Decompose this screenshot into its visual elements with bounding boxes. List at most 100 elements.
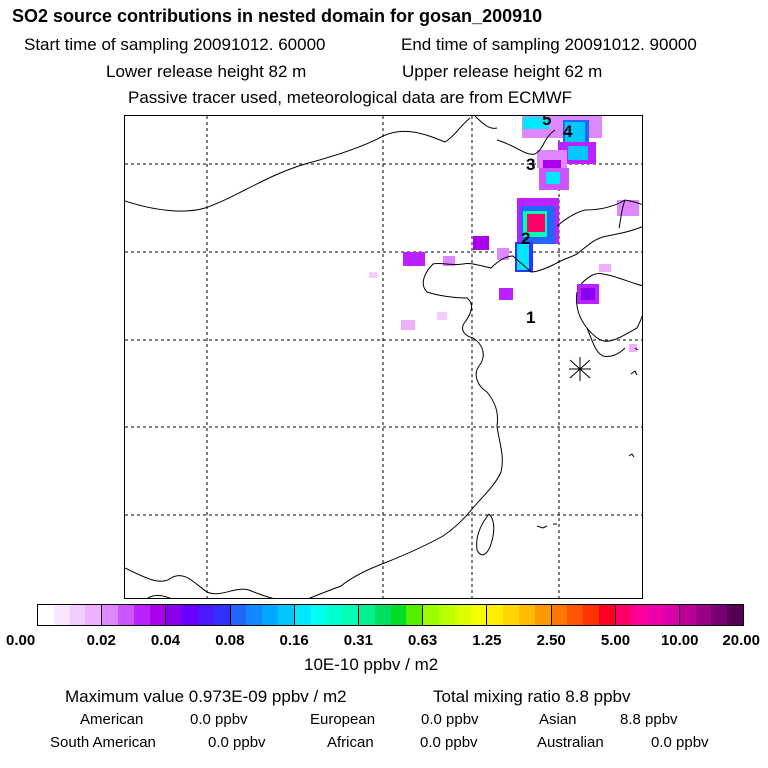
colorbar-tick-label: 0.02 — [86, 632, 116, 649]
colorbar-swatch — [133, 605, 150, 625]
colorbar-swatch — [631, 605, 648, 625]
colorbar-swatch — [53, 605, 70, 625]
colorbar-swatch — [663, 605, 679, 625]
colorbar-segment — [551, 605, 616, 625]
colorbar-swatch — [38, 605, 54, 625]
colorbar-swatch — [647, 605, 664, 625]
colorbar-swatch — [390, 605, 407, 625]
colorbar-swatch — [518, 605, 535, 625]
maximum-value: Maximum value 0.973E-09 ppbv / m2 — [65, 687, 347, 706]
colorbar-swatch — [213, 605, 230, 625]
colorbar-tick-label: 5.00 — [600, 632, 631, 649]
point-label-3: 3 — [526, 155, 535, 174]
colorbar-swatch — [727, 605, 744, 625]
colorbar-swatch — [69, 605, 86, 625]
colorbar-swatch — [423, 605, 439, 625]
total-mixing-ratio: Total mixing ratio 8.8 ppbv — [433, 687, 631, 706]
colorbar-swatch — [166, 605, 183, 625]
colorbar-swatch — [102, 605, 118, 625]
colorbar-tick-label: 10.00 — [660, 632, 699, 649]
colorbar-tick-label: 0.00 — [6, 632, 36, 649]
region-value-african: 0.0 ppbv — [420, 734, 478, 751]
point-label-4: 4 — [563, 122, 573, 141]
colorbar-swatch — [487, 605, 504, 625]
colorbar-segment — [679, 605, 744, 625]
colorbar-tick-label: 0.16 — [279, 632, 309, 649]
coastlines — [125, 116, 642, 598]
region-value-south-american: 0.0 ppbv — [208, 734, 266, 751]
colorbar-swatch — [358, 605, 375, 625]
end-time: End time of sampling 20091012. 90000 — [401, 35, 697, 54]
colorbar-swatch — [149, 605, 166, 625]
start-time: Start time of sampling 20091012. 60000 — [24, 35, 326, 54]
colorbar-segment — [615, 605, 680, 625]
lower-release-height: Lower release height 82 m — [106, 62, 307, 81]
region-label-american: American — [80, 711, 144, 728]
colorbar-segment — [358, 605, 424, 625]
colorbar-swatch — [470, 605, 487, 625]
colorbar-swatch — [342, 605, 358, 625]
colorbar-units: 10E-10 ppbv / m2 — [304, 655, 439, 674]
colorbar-swatch — [374, 605, 391, 625]
colorbar-tick-label: 2.50 — [536, 632, 566, 649]
colorbar-swatch — [615, 605, 632, 625]
colorbar-swatch — [310, 605, 327, 625]
colorbar-swatch — [406, 605, 423, 625]
region-label-south-american: South American — [50, 734, 156, 751]
region-value-australian: 0.0 ppbv — [651, 734, 709, 751]
colorbar — [37, 604, 744, 626]
tracer-note: Passive tracer used, meteorological data… — [128, 88, 573, 107]
colorbar-segment — [166, 605, 231, 625]
page-title: SO2 source contributions in nested domai… — [12, 6, 543, 26]
colorbar-tick-label: 0.31 — [343, 632, 373, 649]
colorbar-tick-label: 20.00 — [722, 632, 760, 649]
colorbar-swatch — [503, 605, 519, 625]
colorbar-swatch — [326, 605, 343, 625]
region-label-european: European — [310, 711, 376, 728]
colorbar-swatch — [454, 605, 471, 625]
colorbar-swatch — [551, 605, 568, 625]
colorbar-swatch — [534, 605, 551, 625]
colorbar-tick-label: 0.04 — [150, 632, 181, 649]
colorbar-swatch — [197, 605, 214, 625]
colorbar-swatch — [438, 605, 455, 625]
region-label-australian: Australian — [537, 734, 604, 751]
colorbar-swatch — [277, 605, 294, 625]
colorbar-segment — [423, 605, 488, 625]
colorbar-segment — [230, 605, 295, 625]
concentration-field — [369, 116, 639, 352]
colorbar-swatch — [182, 605, 198, 625]
region-label-african: African — [327, 734, 374, 751]
map-canvas: 1 2 3 4 5 — [125, 116, 642, 598]
colorbar-swatch — [711, 605, 728, 625]
colorbar-swatch — [246, 605, 263, 625]
colorbar-swatch — [85, 605, 102, 625]
map-panel: 1 2 3 4 5 — [124, 115, 643, 599]
colorbar-swatch — [583, 605, 599, 625]
colorbar-segment — [102, 605, 167, 625]
region-value-asian: 8.8 ppbv — [620, 711, 678, 728]
colorbar-swatch — [117, 605, 134, 625]
graticule — [125, 116, 642, 598]
colorbar-segment — [294, 605, 359, 625]
colorbar-swatch — [695, 605, 712, 625]
colorbar-segment — [487, 605, 552, 625]
colorbar-swatch — [679, 605, 696, 625]
colorbar-swatch — [567, 605, 584, 625]
colorbar-tick-label: 0.63 — [408, 632, 438, 649]
point-label-5: 5 — [542, 116, 551, 129]
colorbar-swatch — [230, 605, 247, 625]
region-value-american: 0.0 ppbv — [190, 711, 248, 728]
point-label-2: 2 — [521, 229, 530, 248]
region-label-asian: Asian — [539, 711, 577, 728]
upper-release-height: Upper release height 62 m — [402, 62, 603, 81]
receptor-marker — [569, 357, 591, 381]
colorbar-segment — [38, 605, 103, 625]
colorbar-swatch — [598, 605, 615, 625]
colorbar-tick-label: 1.25 — [472, 632, 502, 649]
point-label-1: 1 — [526, 308, 535, 327]
region-value-european: 0.0 ppbv — [421, 711, 479, 728]
colorbar-swatch — [262, 605, 278, 625]
colorbar-swatch — [294, 605, 311, 625]
colorbar-tick-label: 0.08 — [215, 632, 245, 649]
